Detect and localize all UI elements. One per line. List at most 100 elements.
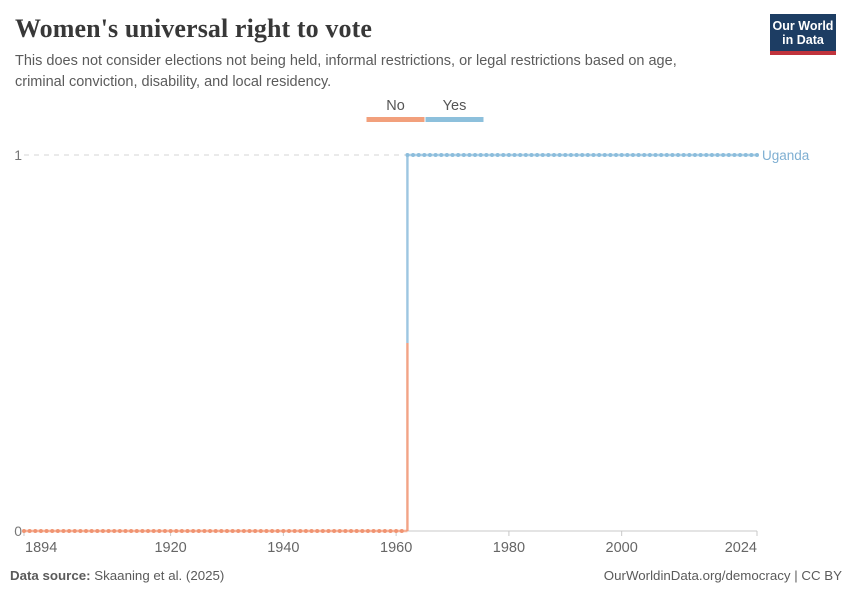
data-point [506,153,511,157]
data-point [134,529,139,533]
data-point [371,529,376,533]
legend-item-yes[interactable]: Yes [425,98,484,122]
data-point [72,529,77,533]
data-source-value[interactable]: Skaaning et al. (2025) [94,568,225,583]
data-point [27,529,32,533]
data-point [664,153,669,157]
data-point [219,529,224,533]
data-point [467,153,472,157]
data-point [512,153,517,157]
data-point [270,529,275,533]
data-point [642,153,647,157]
data-point [67,529,72,533]
data-point [478,153,483,157]
data-point [619,153,624,157]
data-point [264,529,269,533]
data-point [100,529,105,533]
data-point [95,529,100,533]
data-point [315,529,320,533]
data-point [281,529,286,533]
data-point [433,153,438,157]
data-point [332,529,337,533]
y-axis-label: 1 [14,147,22,163]
data-point [405,153,410,157]
legend-item-no[interactable]: No [366,98,425,122]
data-point [608,153,613,157]
data-point [224,529,229,533]
data-point [563,153,568,157]
data-point [411,153,416,157]
data-point [162,529,167,533]
data-point [597,153,602,157]
data-point [552,153,557,157]
y-axis-label: 0 [14,523,22,539]
data-point [258,529,263,533]
data-point [287,529,292,533]
data-point [236,529,241,533]
data-point [501,153,506,157]
data-point [365,529,370,533]
data-point [591,153,596,157]
data-point [698,153,703,157]
data-point [755,153,759,157]
data-point [349,529,354,533]
data-point [354,529,359,533]
x-axis-label: 1920 [154,540,186,556]
chart-legend: No Yes [366,98,484,122]
data-point [44,529,49,533]
data-point [303,529,308,533]
data-point [230,529,235,533]
entity-label-uganda[interactable]: Uganda [762,148,810,163]
legend-label: Yes [442,98,467,114]
data-point [715,153,720,157]
data-point [726,153,731,157]
x-axis-label: 2024 [725,540,757,556]
data-source: Data source: Skaaning et al. (2025) [10,568,224,583]
data-point [213,529,218,533]
data-point [484,153,489,157]
data-point [309,529,314,533]
data-point [444,153,449,157]
data-point [208,529,213,533]
data-point [670,153,675,157]
footer-attribution[interactable]: OurWorldinData.org/democracy | CC BY [603,568,842,583]
data-point [602,153,607,157]
data-point [473,153,478,157]
data-point [55,529,60,533]
legend-label: No [386,98,405,114]
data-point [518,153,523,157]
data-point [241,529,246,533]
data-point [681,153,686,157]
data-point [461,153,466,157]
data-point [112,529,117,533]
data-point [247,529,252,533]
data-point [439,153,444,157]
data-point [574,153,579,157]
data-point [732,153,737,157]
data-point [568,153,573,157]
data-point [298,529,303,533]
data-point [123,529,128,533]
data-point [84,529,89,533]
data-point [659,153,664,157]
page-title: Women's universal right to vote [15,14,372,43]
x-axis-label: 1960 [380,540,412,556]
data-point [343,529,348,533]
data-point [692,153,697,157]
data-point [653,153,658,157]
data-point [388,529,393,533]
x-axis-label: 1980 [493,540,525,556]
chart-subtitle: This does not consider elections not bei… [15,53,677,90]
data-point [709,153,714,157]
data-point [38,529,43,533]
x-axis-label: 1940 [267,540,299,556]
owid-logo[interactable]: Our World in Data [770,14,836,55]
data-point [704,153,709,157]
data-point [89,529,94,533]
data-point [636,153,641,157]
legend-swatch-no [366,117,425,122]
owid-logo-line1: Our World [772,19,834,33]
data-point [196,529,201,533]
